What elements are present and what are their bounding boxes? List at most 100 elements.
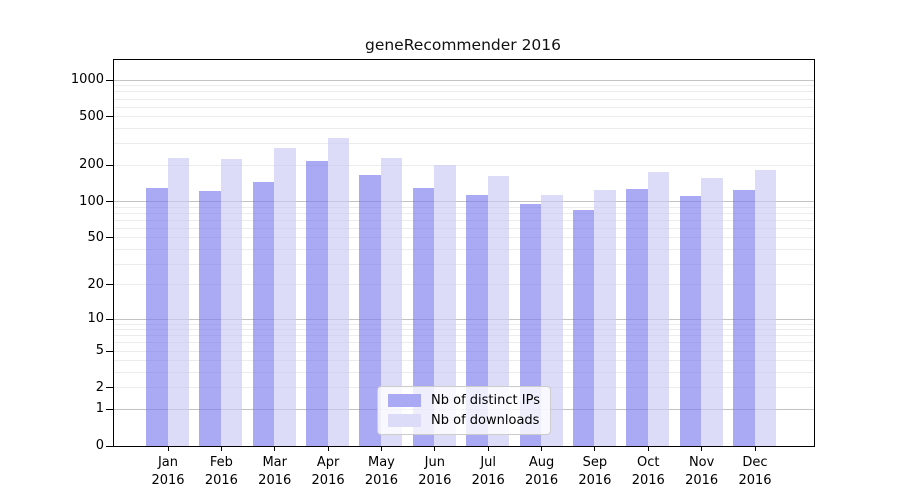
legend-swatch-distinct-ips-icon	[388, 394, 422, 407]
y-tick-label: 5	[95, 343, 104, 359]
bar-downloads-jul	[487, 176, 510, 446]
x-tick-label: Oct 2016	[631, 455, 665, 488]
minor-gridline	[114, 329, 814, 331]
x-tick-mark	[434, 446, 436, 451]
x-tick-mark	[274, 446, 276, 451]
minor-gridline	[114, 212, 814, 214]
x-tick-label: Sep 2016	[578, 455, 612, 488]
y-tick-label: 1	[95, 401, 104, 417]
minor-gridline	[114, 248, 814, 250]
legend-item-downloads: Nb of downloads	[388, 413, 540, 428]
y-tick-label: 2	[95, 379, 104, 395]
minor-gridline	[114, 106, 814, 108]
bar-downloads-aug	[541, 194, 563, 446]
x-tick-mark	[487, 446, 489, 451]
x-tick-mark	[167, 446, 169, 451]
y-tick-label: 50	[87, 229, 104, 245]
minor-gridline	[114, 227, 814, 229]
x-tick-mark	[220, 446, 222, 451]
minor-gridline	[114, 323, 814, 325]
legend-label-downloads: Nb of downloads	[431, 413, 540, 428]
x-tick-mark	[594, 446, 596, 451]
y-tick-mark	[106, 237, 113, 239]
x-tick-mark	[701, 446, 703, 451]
x-tick-mark	[327, 446, 329, 451]
bar-distinct-ips-oct	[626, 188, 648, 446]
bar-distinct-ips-nov	[679, 196, 702, 446]
x-tick-mark	[647, 446, 649, 451]
y-tick-mark	[106, 116, 113, 118]
y-tick-mark	[106, 318, 113, 320]
bar-distinct-ips-jan	[146, 187, 168, 446]
minor-gridline	[114, 342, 814, 344]
y-tick-label: 0	[95, 438, 104, 453]
y-tick-label: 10	[87, 311, 104, 327]
legend-item-distinct-ips: Nb of distinct IPs	[388, 393, 540, 408]
y-tick-label: 20	[87, 276, 104, 292]
minor-gridline	[114, 350, 814, 352]
bar-distinct-ips-feb	[199, 190, 221, 446]
minor-gridline	[114, 164, 814, 166]
x-tick-label: Mar 2016	[258, 455, 292, 488]
y-tick-label: 500	[79, 108, 104, 124]
major-gridline	[114, 318, 814, 320]
plot-area: 0 1 2 5 10 20 50 100 200 500 1000 Jan 2016 Feb 2016 M…	[71, 59, 815, 488]
bar-distinct-ips-dec	[733, 189, 755, 446]
bar-distinct-ips-mar	[252, 182, 275, 446]
x-tick-mark	[754, 446, 756, 451]
x-tick-label: Feb 2016	[204, 455, 238, 488]
y-tick-label: 100	[79, 193, 104, 209]
bar-distinct-ips-apr	[306, 161, 328, 446]
minor-gridline	[114, 335, 814, 337]
y-tick-mark	[106, 164, 113, 166]
bar-distinct-ips-sep	[572, 210, 595, 446]
y-tick-mark	[106, 284, 113, 286]
minor-gridline	[114, 128, 814, 130]
bar-downloads-mar	[274, 147, 296, 446]
y-tick-mark	[106, 79, 113, 81]
bar-distinct-ips-jun	[412, 187, 435, 446]
x-tick-label: Jun 2016	[418, 455, 452, 488]
bar-downloads-sep	[594, 189, 616, 446]
minor-gridline	[114, 372, 814, 374]
bar-downloads-oct	[647, 171, 670, 446]
x-tick-mark	[541, 446, 543, 451]
x-tick-label: Apr 2016	[311, 455, 345, 488]
minor-gridline	[114, 237, 814, 239]
legend: Nb of distinct IPs Nb of downloads	[377, 386, 551, 435]
minor-gridline	[114, 206, 814, 208]
bar-distinct-ips-may	[359, 175, 381, 446]
y-tick-mark	[106, 201, 113, 203]
x-tick-label: Jul 2016	[471, 455, 505, 488]
bar-downloads-jan	[167, 157, 189, 446]
legend-swatch-downloads-icon	[388, 414, 422, 427]
bar-distinct-ips-jul	[466, 194, 488, 446]
bar-downloads-nov	[701, 178, 723, 446]
bar-downloads-dec	[754, 169, 776, 446]
minor-gridline	[114, 263, 814, 265]
legend-label-distinct-ips: Nb of distinct IPs	[431, 393, 540, 408]
x-tick-label: Dec 2016	[738, 455, 772, 488]
bar-distinct-ips-aug	[519, 203, 542, 446]
bar-downloads-may	[380, 157, 403, 446]
minor-gridline	[114, 143, 814, 145]
minor-gridline	[114, 85, 814, 87]
bar-downloads-jun	[434, 164, 456, 446]
y-tick-label: 1000	[70, 72, 104, 88]
major-gridline	[114, 79, 814, 81]
y-tick-mark	[106, 387, 113, 389]
chart-title: geneRecommender 2016	[364, 36, 562, 54]
bar-downloads-feb	[220, 158, 243, 446]
minor-gridline	[114, 91, 814, 93]
minor-gridline	[114, 284, 814, 286]
x-tick-mark	[380, 446, 382, 451]
x-tick-label: May 2016	[364, 455, 398, 488]
x-tick-label: Aug 2016	[525, 455, 559, 488]
y-tick-label: 200	[79, 157, 104, 173]
minor-gridline	[114, 98, 814, 100]
minor-gridline	[114, 116, 814, 118]
major-gridline	[114, 201, 814, 203]
x-tick-label: Jan 2016	[151, 455, 185, 488]
minor-gridline	[114, 360, 814, 362]
